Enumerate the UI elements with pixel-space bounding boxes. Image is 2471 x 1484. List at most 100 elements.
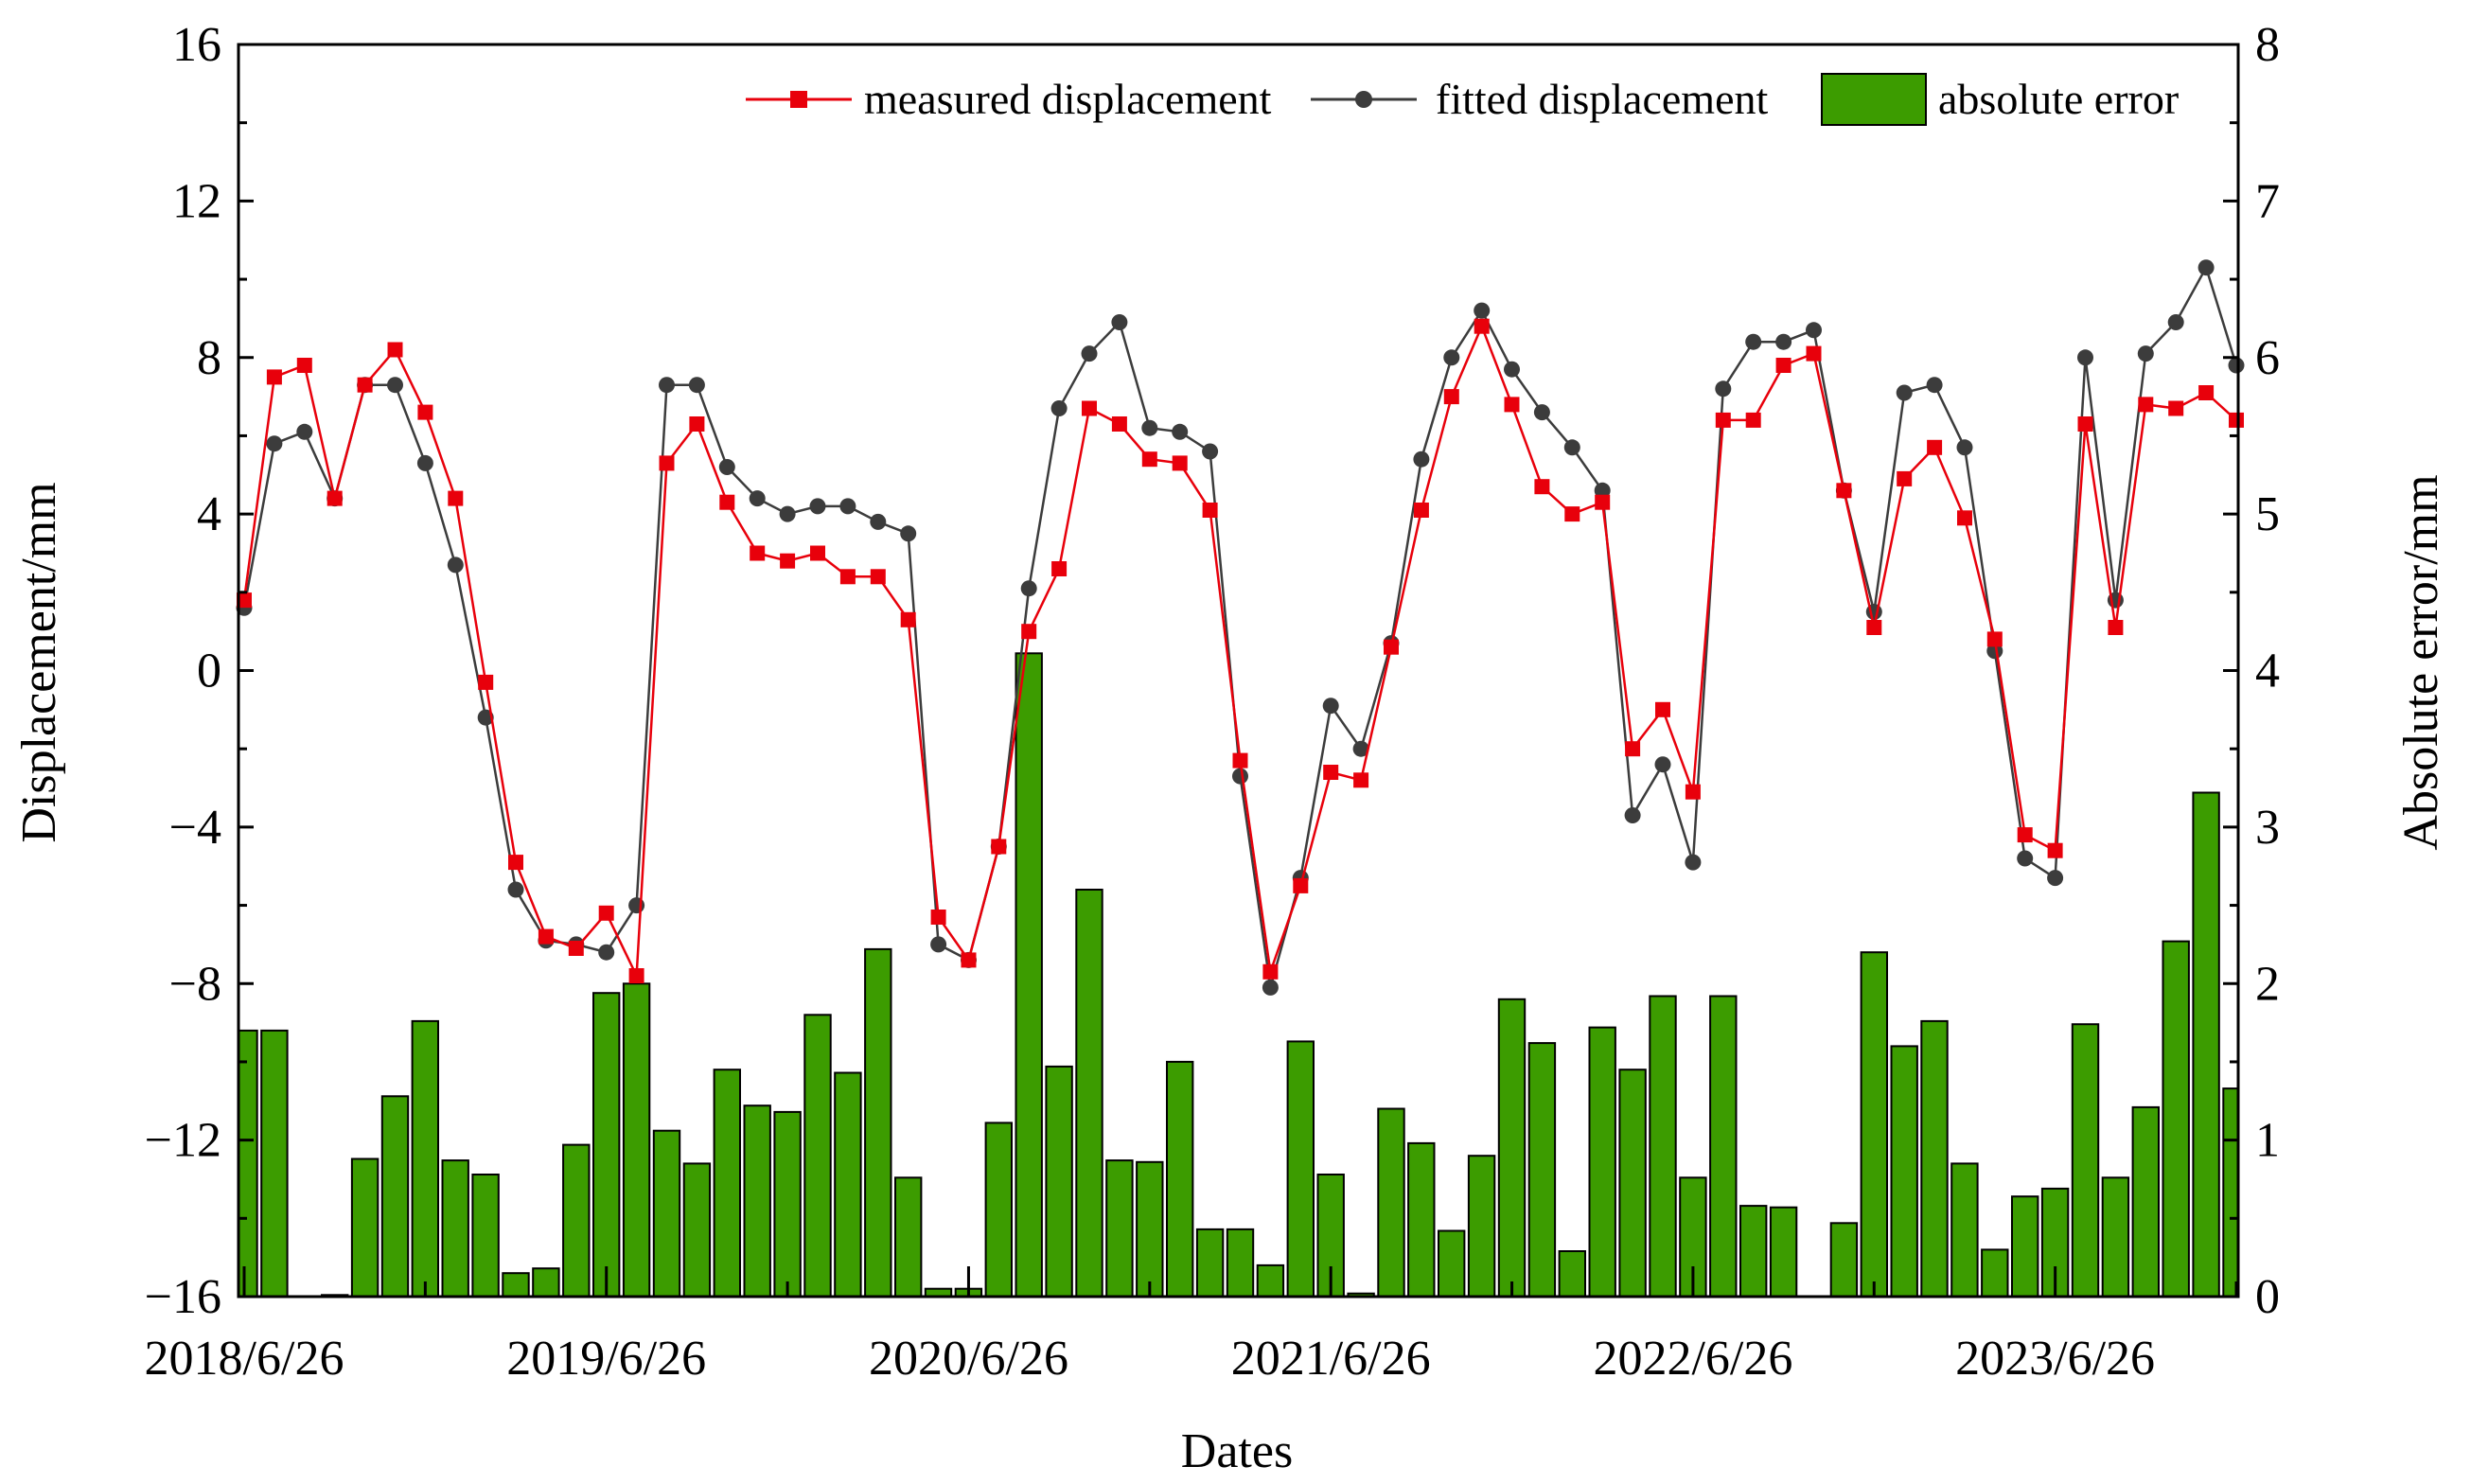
legend-error-swatch: [1821, 73, 1927, 126]
fitted-point: [930, 936, 947, 953]
x-tick-label: 2020/6/26: [869, 1332, 1068, 1386]
fitted-point: [659, 377, 675, 394]
measured-point: [1595, 494, 1611, 510]
measured-point: [780, 553, 796, 569]
fitted-point: [1594, 482, 1611, 499]
error-bar: [1829, 1222, 1859, 1298]
measured-point: [417, 404, 433, 420]
x-tick-label: 2023/6/26: [1955, 1332, 2155, 1386]
measured-point: [1353, 772, 1369, 788]
measured-point: [1384, 639, 1399, 655]
fitted-point: [839, 498, 856, 515]
measured-point: [1293, 877, 1309, 893]
error-bar: [1407, 1141, 1436, 1298]
legend-measured-marker: [790, 91, 807, 108]
fitted-point: [749, 490, 766, 507]
fitted-point: [1745, 333, 1762, 350]
fitted-point: [416, 454, 433, 471]
measured-point: [810, 545, 825, 561]
error-bar: [1136, 1160, 1164, 1298]
y-right-tick-label: 3: [2255, 801, 2280, 855]
measured-point: [1443, 389, 1459, 405]
displacement-lines: [236, 259, 2245, 996]
measured-point: [719, 494, 735, 510]
error-bar: [1075, 889, 1103, 1298]
measured-point: [357, 377, 373, 393]
fitted-point: [809, 498, 826, 515]
y-left-tick-label: 0: [197, 645, 221, 698]
error-bar: [2222, 1087, 2240, 1298]
measured-point: [1836, 483, 1852, 499]
measured-point: [1202, 503, 1218, 518]
fitted-point: [1172, 423, 1189, 440]
measured-point: [1715, 412, 1731, 428]
measured-point: [568, 941, 584, 956]
error-bar: [1256, 1263, 1285, 1298]
measured-point: [659, 455, 675, 471]
measured-point: [930, 910, 946, 925]
error-bar: [1377, 1107, 1405, 1298]
error-bar: [1286, 1040, 1315, 1298]
error-bar: [350, 1157, 379, 1298]
measured-point: [1141, 451, 1157, 468]
measured-point: [1534, 479, 1550, 495]
measured-point: [1957, 510, 1972, 526]
fitted-point: [1262, 979, 1279, 996]
measured-point: [1866, 620, 1882, 635]
error-bar: [1618, 1069, 1647, 1298]
measured-point: [900, 611, 916, 627]
fitted-point: [296, 423, 313, 440]
error-bar: [1015, 652, 1043, 1298]
error-bar: [471, 1174, 500, 1298]
y-left-tick-label: 4: [197, 487, 221, 541]
measured-point: [237, 592, 252, 609]
measured-point: [1474, 318, 1490, 334]
measured-point: [1051, 561, 1068, 576]
error-bar: [441, 1159, 469, 1298]
error-bar: [1649, 995, 1677, 1298]
measured-point: [327, 490, 343, 506]
fitted-point: [1081, 345, 1098, 362]
axes: [237, 43, 2240, 1298]
fitted-point: [1050, 400, 1068, 416]
x-tick-label: 2021/6/26: [1231, 1332, 1431, 1386]
measured-point: [1262, 963, 1279, 980]
y-left-tick-label: −8: [169, 957, 221, 1011]
measured-point: [296, 358, 312, 373]
error-bar: [773, 1110, 802, 1298]
error-bar: [1226, 1228, 1255, 1298]
fitted-point: [1020, 580, 1037, 597]
error-bar: [1438, 1229, 1466, 1298]
measured-point: [448, 490, 464, 506]
error-bar: [532, 1267, 560, 1298]
error-bar: [1588, 1026, 1616, 1298]
measured-point: [387, 342, 403, 358]
measured-point: [1897, 470, 1913, 486]
measured-point: [508, 855, 523, 871]
fitted-point: [2137, 345, 2154, 362]
fitted-point: [1202, 443, 1219, 460]
measured-point: [628, 968, 644, 983]
y-left-tick-label: 12: [172, 174, 221, 228]
fitted-point: [1141, 419, 1158, 436]
x-tick-label: 2018/6/26: [145, 1332, 344, 1386]
measured-point: [1927, 439, 1943, 455]
fitted-point: [1624, 807, 1641, 823]
measured-point: [1504, 397, 1520, 413]
error-bar: [1981, 1248, 2009, 1298]
y-left-tick-label: −16: [145, 1270, 221, 1324]
fitted-point: [2077, 349, 2093, 366]
fitted-point: [1111, 314, 1128, 330]
error-bar: [682, 1162, 712, 1298]
legend-fitted-label: fitted displacement: [1436, 75, 1768, 123]
measured-point: [1564, 506, 1580, 522]
legend-error-label: absolute error: [1938, 75, 2179, 123]
y-left-tick-label: −4: [169, 801, 221, 855]
measured-point: [598, 905, 614, 921]
error-bar: [1527, 1042, 1557, 1298]
y-left-tick-label: −12: [145, 1114, 221, 1168]
error-bar: [743, 1104, 771, 1298]
error-bar: [1045, 1065, 1073, 1298]
